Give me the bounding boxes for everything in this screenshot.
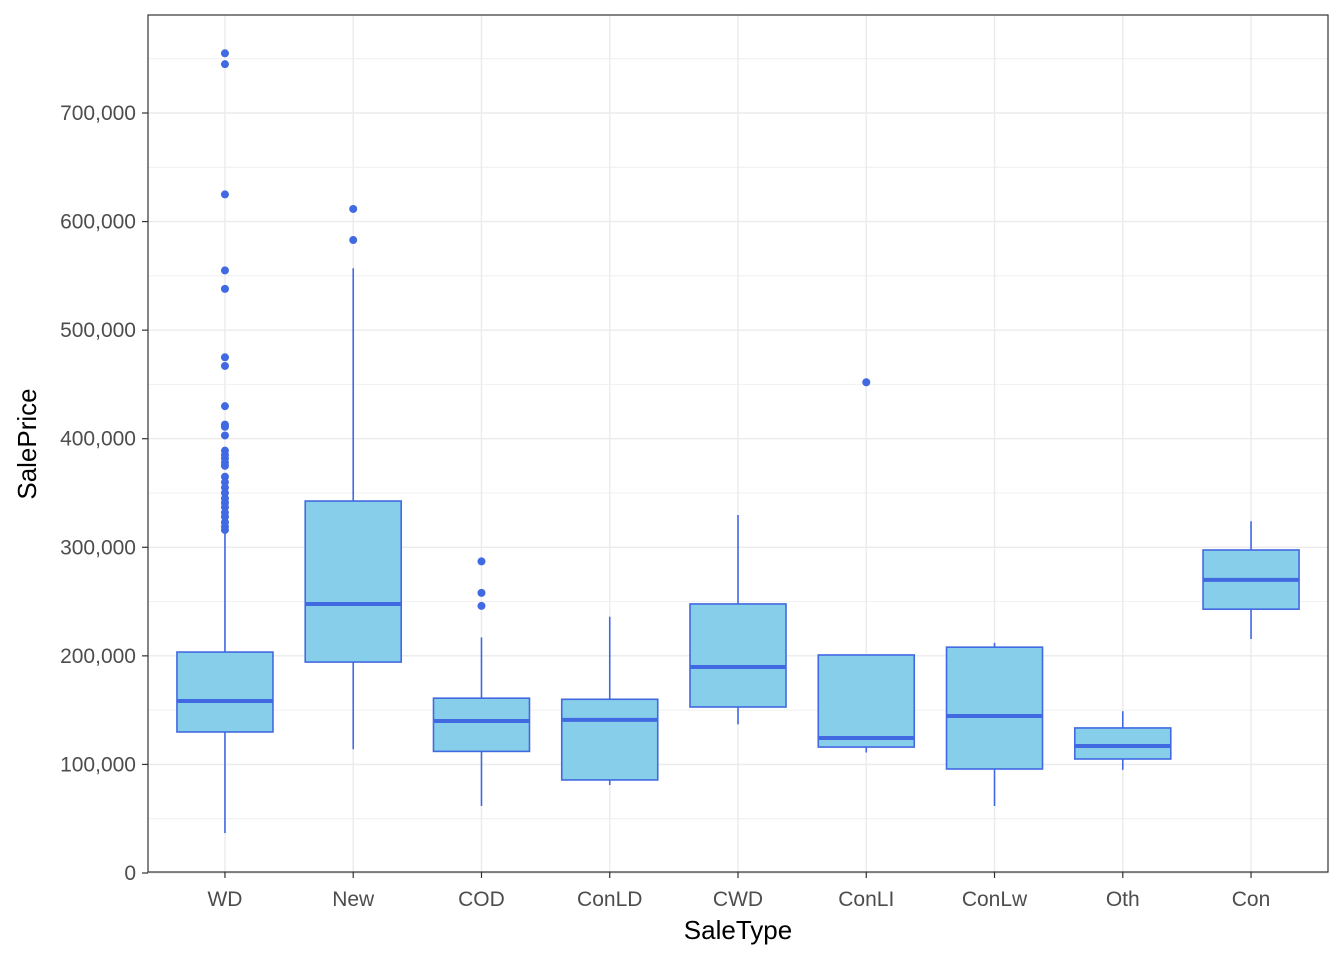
- outlier-point: [220, 266, 229, 275]
- box-wd: [176, 49, 274, 834]
- x-tick-label-new: New: [332, 888, 375, 911]
- iqr-box: [432, 697, 531, 753]
- outlier-point: [477, 601, 486, 610]
- outlier-point: [220, 422, 229, 431]
- y-axis-title: SalePrice: [12, 388, 42, 499]
- outlier-point: [349, 236, 358, 245]
- x-tick-label-wd: WD: [207, 888, 242, 911]
- iqr-box: [689, 603, 787, 708]
- outlier-point: [477, 557, 486, 566]
- outlier-point: [220, 361, 229, 370]
- x-tick-label-oth: Oth: [1106, 888, 1140, 911]
- box-cod: [432, 557, 531, 807]
- y-tick-label: 100,000: [60, 753, 136, 776]
- x-tick-label-con: Con: [1232, 888, 1271, 911]
- x-tick-label-cwd: CWD: [713, 888, 763, 911]
- y-tick-label: 0: [124, 862, 136, 885]
- outlier-point: [220, 461, 229, 470]
- iqr-box: [560, 698, 659, 781]
- outlier-point: [220, 284, 229, 293]
- outlier-point: [477, 588, 486, 597]
- y-tick-label: 400,000: [60, 428, 136, 451]
- box-new: [304, 204, 403, 750]
- outlier-point: [220, 525, 229, 534]
- y-tick-label: 700,000: [60, 102, 136, 125]
- y-tick-label: 600,000: [60, 211, 136, 234]
- outlier-point: [349, 204, 358, 213]
- box-conlw: [945, 642, 1044, 807]
- outlier-point: [220, 402, 229, 411]
- box-oth: [1073, 711, 1172, 770]
- outlier-point: [220, 60, 229, 69]
- x-tick-label-conlw: ConLw: [962, 888, 1028, 911]
- box-conli: [817, 378, 916, 753]
- y-tick-label: 500,000: [60, 319, 136, 342]
- outlier-point: [862, 378, 871, 387]
- box-con: [1202, 521, 1300, 640]
- boxes: [176, 49, 1300, 834]
- y-tick-label: 200,000: [60, 645, 136, 668]
- iqr-box: [1073, 727, 1172, 760]
- outlier-point: [220, 190, 229, 199]
- box-cwd: [689, 515, 787, 725]
- x-axis-title: SaleType: [684, 915, 792, 945]
- y-tick-label: 300,000: [60, 536, 136, 559]
- iqr-box: [945, 646, 1044, 770]
- box-conld: [560, 616, 659, 786]
- outlier-point: [220, 431, 229, 440]
- iqr-box: [817, 654, 916, 748]
- x-tick-label-conli: ConLI: [838, 888, 894, 911]
- axes: 0 100,000 200,000 300,000 400,000 500,000 600,…: [60, 102, 1270, 911]
- outlier-point: [220, 353, 229, 362]
- outlier-point: [220, 49, 229, 58]
- x-tick-label-conld: ConLD: [577, 888, 642, 911]
- x-tick-label-cod: COD: [458, 888, 505, 911]
- iqr-box: [176, 651, 274, 733]
- iqr-box: [304, 500, 403, 663]
